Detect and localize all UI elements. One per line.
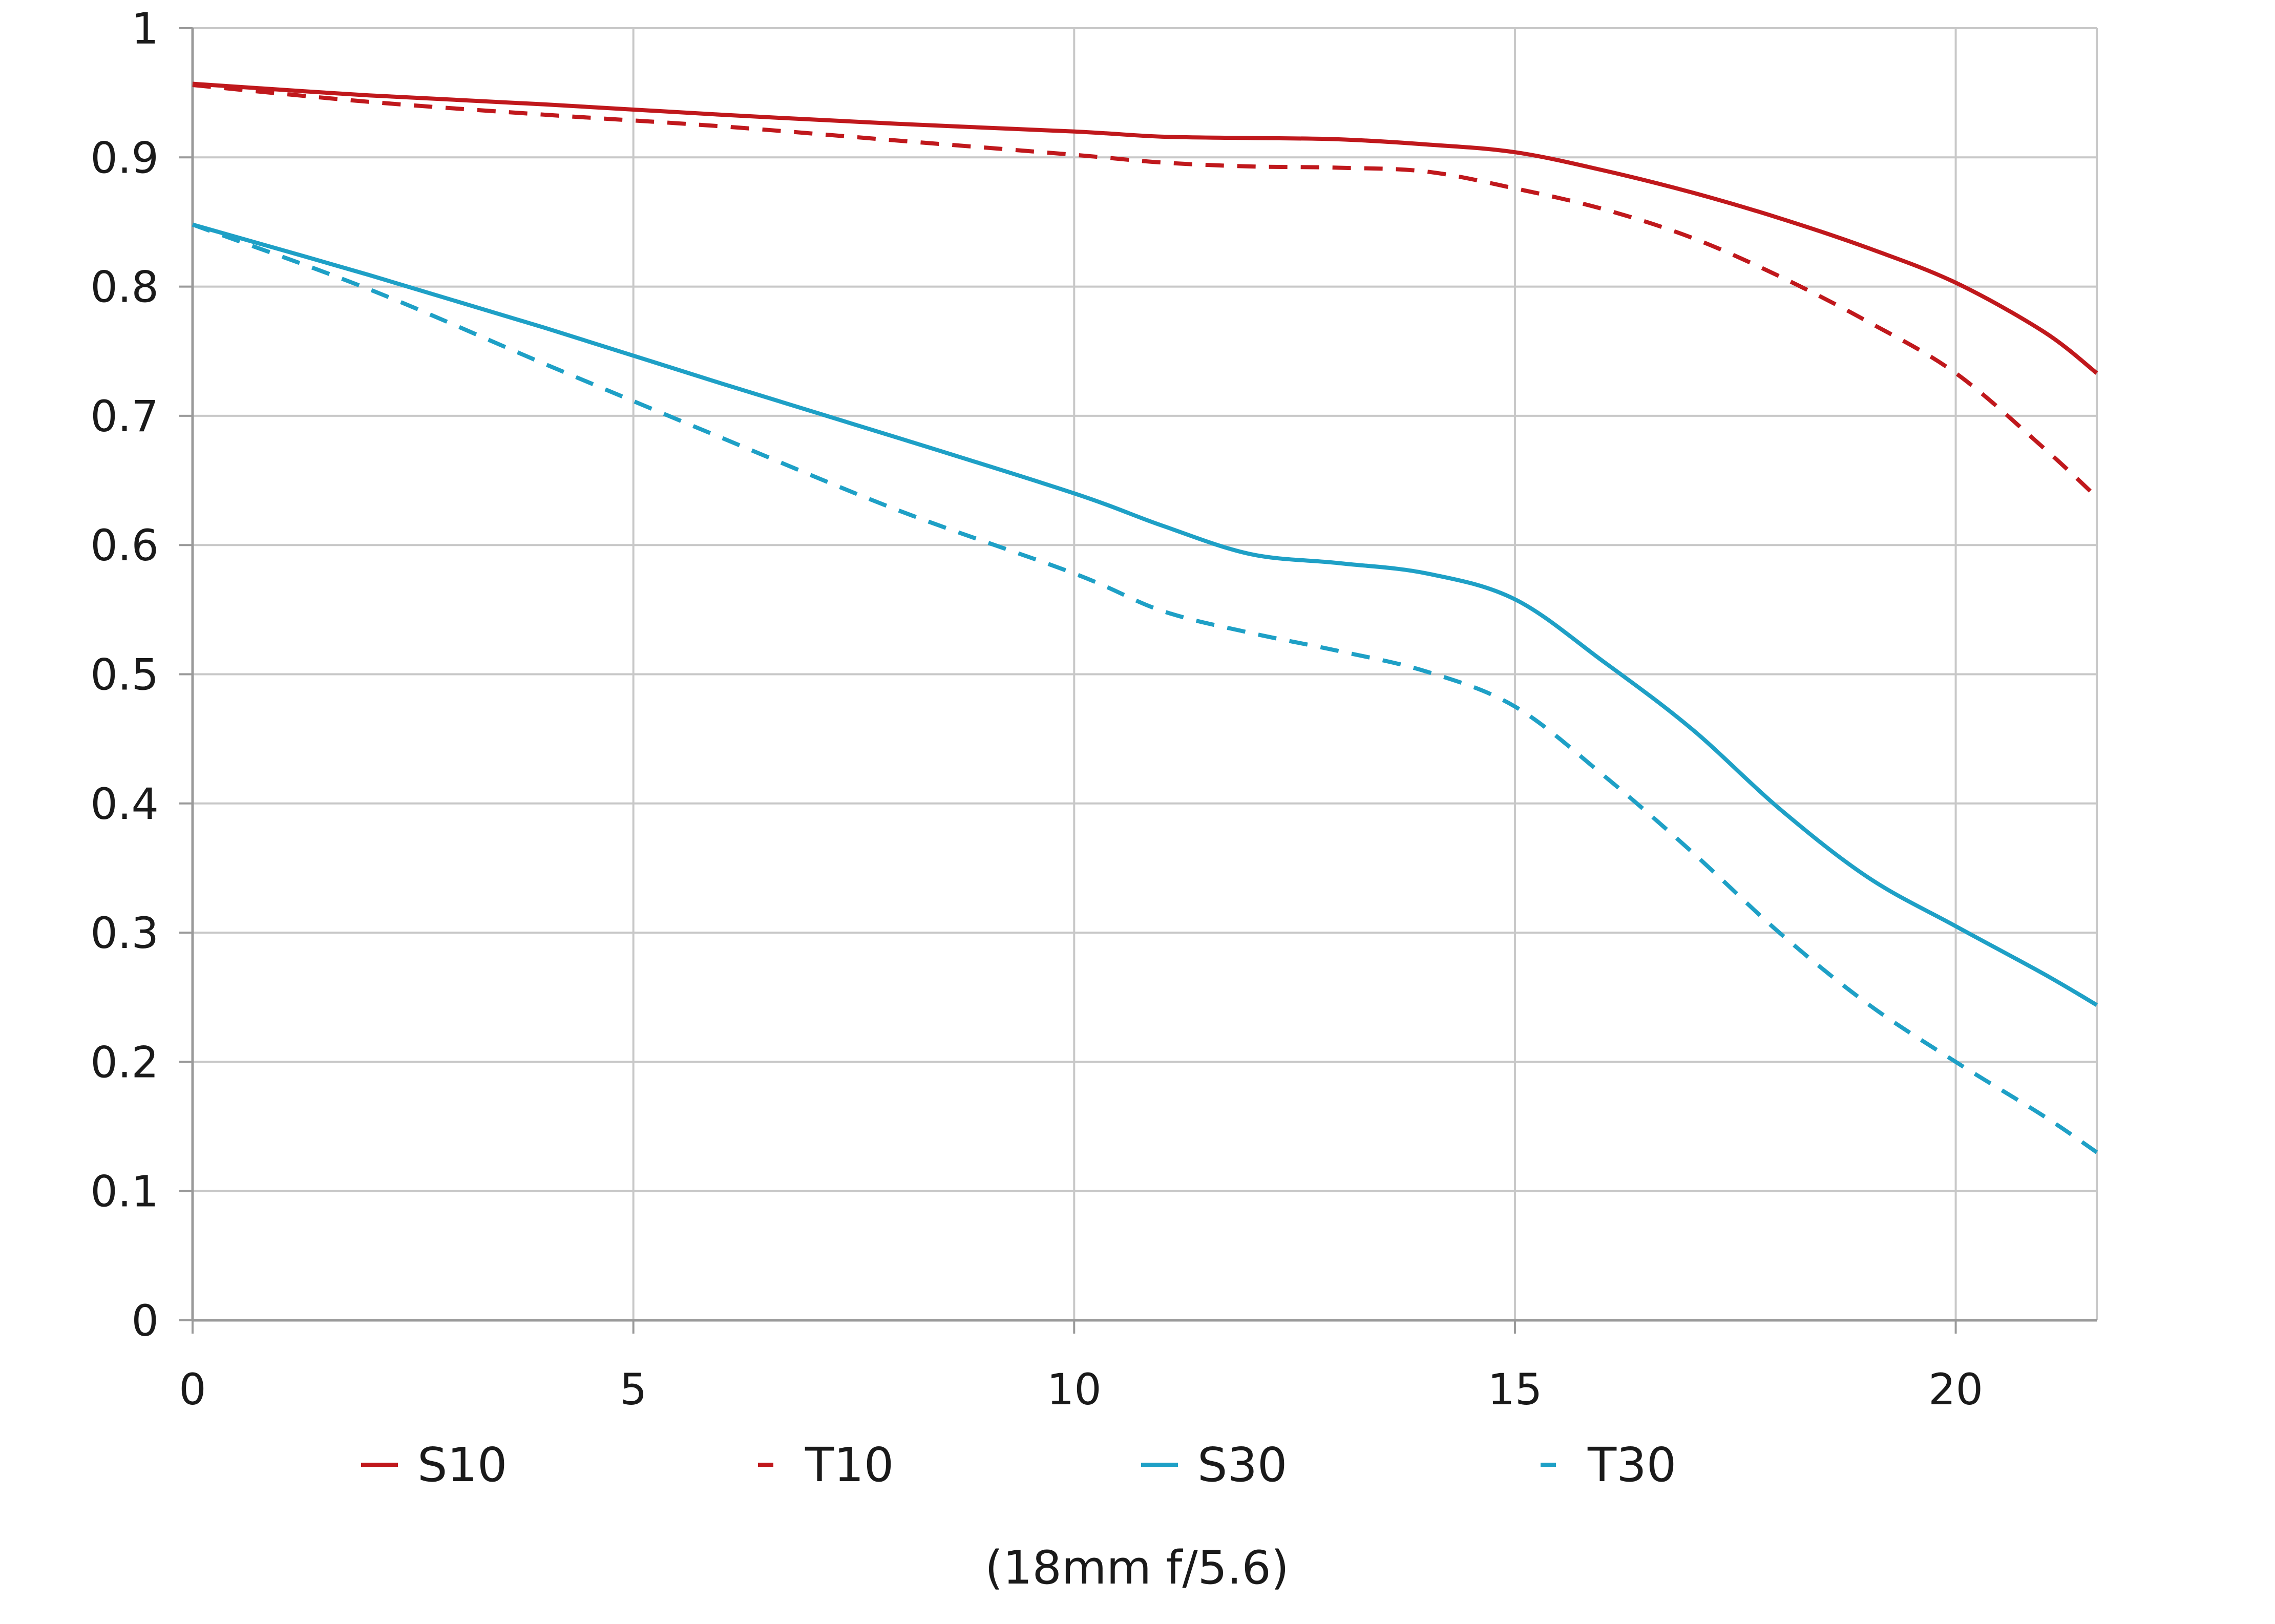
series-line-s10 [192,81,2098,375]
y-tick-label: 1 [132,4,159,54]
x-tick-labels: 0 5 10 15 20 [179,1364,1983,1415]
x-tick-label: 20 [1928,1364,1983,1415]
y-tick-label: 0.4 [90,779,159,829]
legend-item-s30: S30 [1141,1438,1287,1492]
x-tick-label: 0 [179,1364,206,1415]
legend: S10 T10 S30 T30 [361,1438,1676,1492]
y-tick-label: 0.5 [90,650,159,700]
y-tick-label: 0.3 [90,908,159,958]
chart-caption: (18mm f/5.6) [985,1541,1289,1595]
legend-label: S30 [1197,1438,1287,1492]
y-tick-label: 0.2 [90,1037,159,1087]
series-lines [192,81,2098,1154]
x-tick-label: 5 [620,1364,647,1415]
legend-label: T10 [805,1438,894,1492]
series-line-t10 [192,83,2098,499]
y-tick-label: 0 [132,1296,159,1346]
legend-item-t10: T10 [758,1438,894,1492]
series-line-s30 [192,222,2098,1007]
legend-item-s10: S10 [361,1438,507,1492]
x-tick-label: 10 [1047,1364,1102,1415]
y-tick-label: 0.8 [90,262,159,312]
series-line-t30 [192,222,2098,1154]
legend-item-t30: T30 [1541,1438,1676,1492]
legend-label: S10 [417,1438,507,1492]
y-tick-label: 0.7 [90,391,159,441]
axes [179,27,2097,1334]
y-tick-label: 0.9 [90,133,159,183]
grid-lines [193,27,2098,1320]
x-tick-label: 15 [1487,1364,1542,1415]
y-tick-labels: 0 0.1 0.2 0.3 0.4 0.5 0.6 0.7 0.8 0.9 1 [90,4,159,1346]
legend-label: T30 [1587,1438,1676,1492]
y-tick-label: 0.6 [90,520,159,571]
y-tick-label: 0.1 [90,1167,159,1217]
